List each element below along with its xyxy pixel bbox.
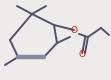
Text: O: O <box>70 26 77 34</box>
Text: O: O <box>78 50 85 58</box>
